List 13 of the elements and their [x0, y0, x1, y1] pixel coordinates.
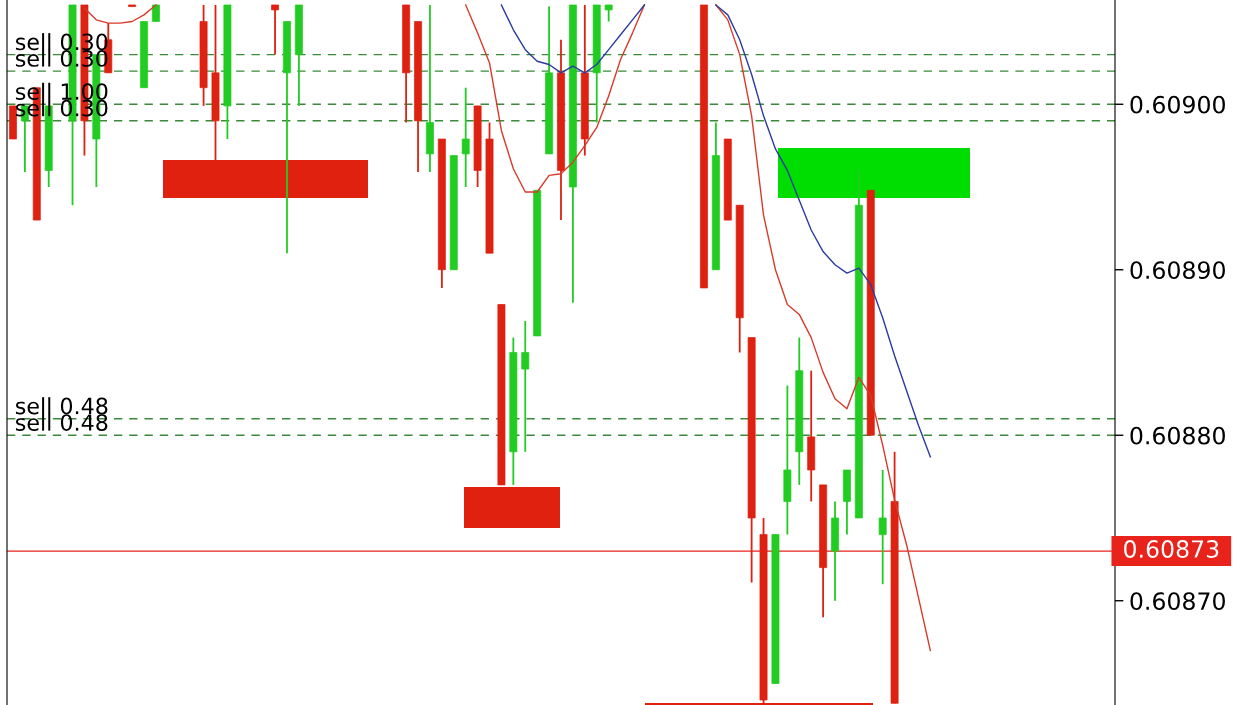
ref-line-label: sell 0.30: [15, 49, 108, 67]
y-tick-label: 0.60890: [1130, 261, 1225, 280]
y-tick-label: 0.60870: [1130, 592, 1225, 611]
candlestick: [878, 469, 887, 586]
candlestick: [521, 320, 530, 453]
ref-line-label: sell 0.30: [15, 99, 108, 117]
candlestick: [271, 4, 279, 56]
y-tick-label: 0.60880: [1130, 426, 1225, 445]
ref-line-label: sell 0.48: [15, 413, 108, 431]
y-tick-label: 0.60900: [1130, 95, 1225, 114]
ref-line-label: 0.60873: [1124, 540, 1219, 558]
candlestick: [461, 86, 470, 188]
ref-line-label: sell 0.48: [15, 397, 108, 415]
